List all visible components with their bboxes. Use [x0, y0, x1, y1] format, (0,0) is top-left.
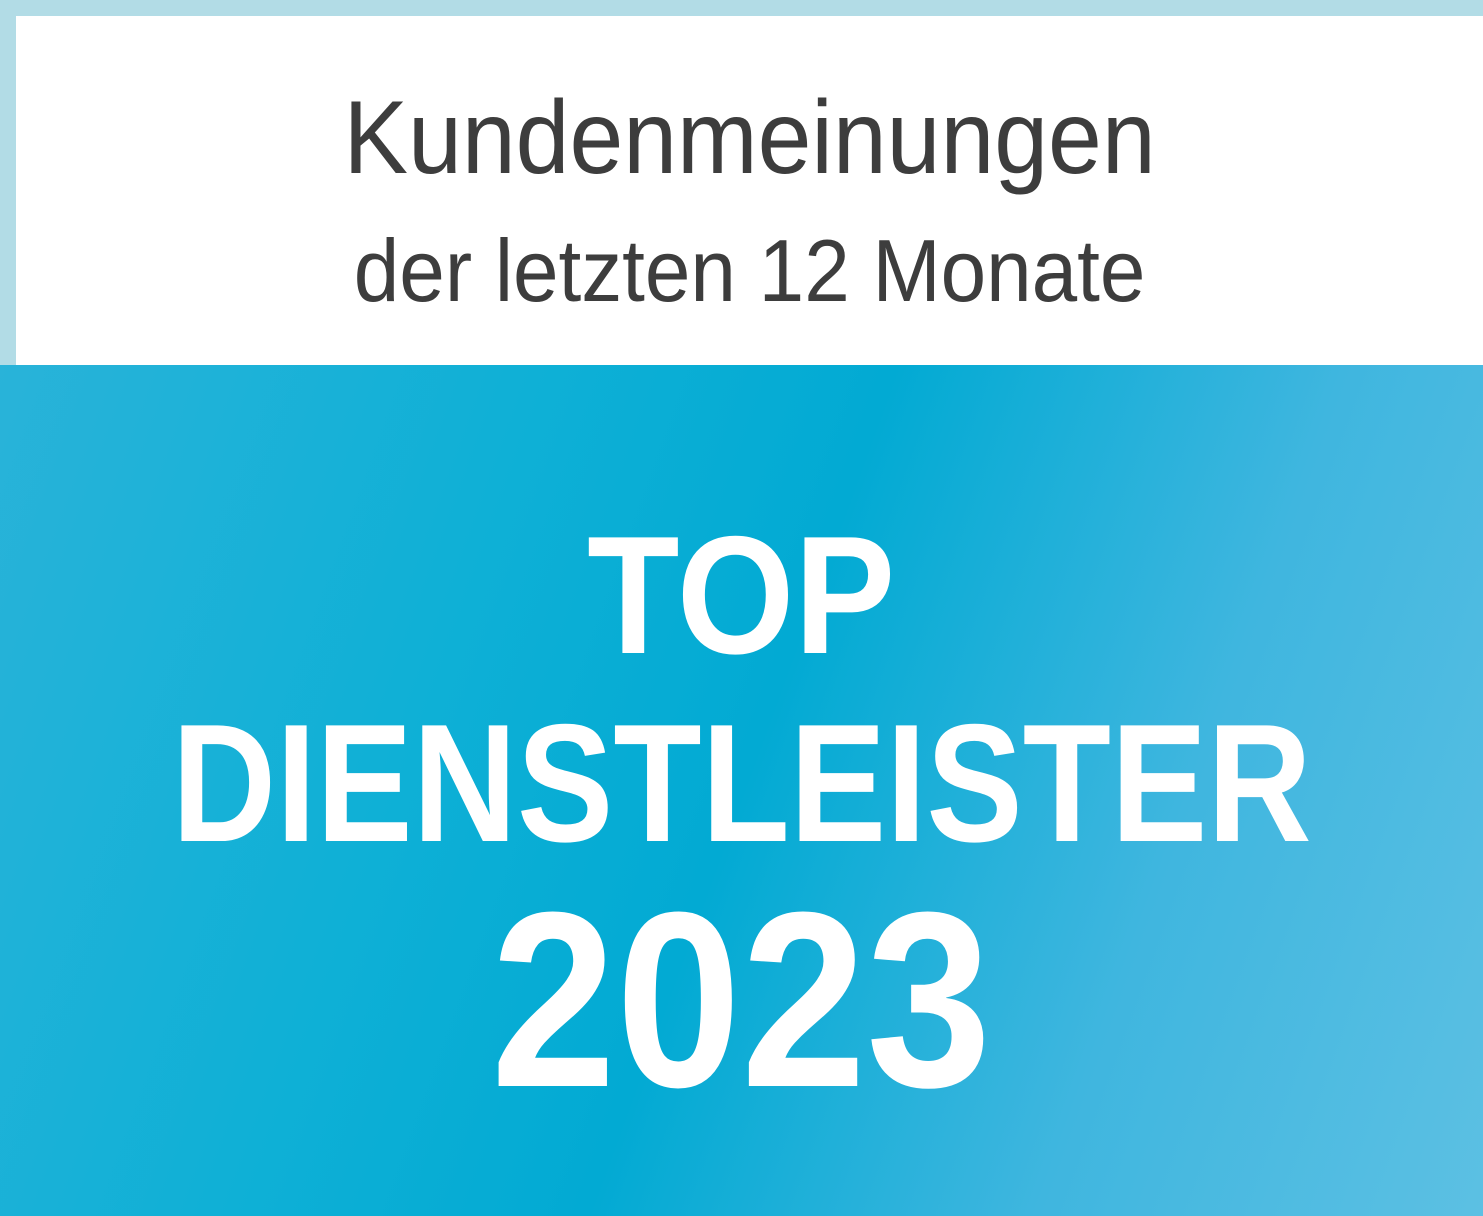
badge-title-dienstleister: DIENSTLEISTER [171, 689, 1312, 877]
badge-title-top: TOP [587, 501, 896, 689]
header-line-2: der letzten 12 Monate [353, 221, 1146, 320]
badge-year: 2023 [491, 860, 992, 1139]
header-panel: Kundenmeinungen der letzten 12 Monate [16, 16, 1483, 365]
badge-panel: TOP DIENSTLEISTER 2023 [0, 365, 1483, 1216]
header-line-1: Kundenmeinungen [343, 80, 1156, 196]
